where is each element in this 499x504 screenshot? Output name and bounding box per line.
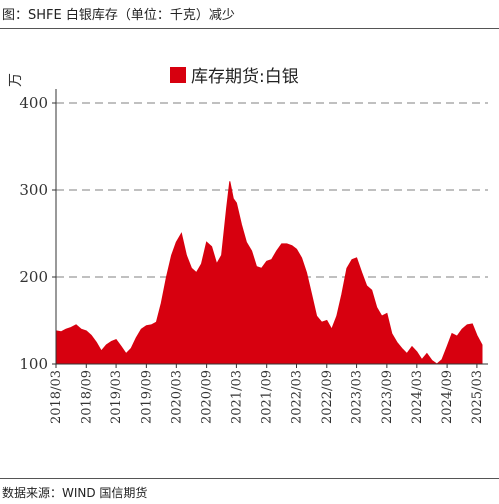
y-tick-label: 100 [19, 355, 48, 373]
x-tick-label: 2021/09 [260, 370, 275, 424]
top-rule [0, 28, 499, 29]
y-axis-unit: 万 [8, 73, 24, 87]
x-tick-label: 2022/03 [289, 370, 304, 424]
x-tick-label: 2020/03 [169, 370, 184, 424]
x-tick-label: 2019/09 [139, 370, 154, 424]
y-tick-label: 200 [19, 268, 48, 286]
x-tick-label: 2022/09 [320, 370, 335, 424]
bottom-rule [0, 478, 499, 479]
x-tick-label: 2019/03 [109, 370, 124, 424]
x-tick-label: 2023/09 [380, 370, 395, 424]
legend-swatch [170, 67, 186, 83]
x-tick-label: 2024/03 [410, 370, 425, 424]
figure-title: 图：SHFE 白银库存（单位：千克）减少 [2, 8, 235, 23]
legend-entry: 库存期货:白银 [191, 67, 299, 87]
x-tick-label: 2020/09 [200, 370, 215, 424]
gridlines [56, 102, 488, 278]
x-tick-label: 2023/03 [350, 370, 365, 424]
y-tick-labels: 100 200 300 400 [19, 94, 56, 373]
x-tick-label: 2025/03 [470, 370, 485, 424]
x-tick-label: 2021/03 [229, 370, 244, 424]
y-tick-label: 400 [19, 94, 48, 112]
x-tick-label: 2018/09 [79, 370, 94, 424]
chart: 100 200 300 400 2018/03 2018/09 2019/03 2019/0… [8, 67, 488, 424]
series-area-silver-inventory [55, 181, 483, 365]
x-tick-label: 2024/09 [440, 370, 455, 424]
x-tick-labels: 2018/03 2018/09 2019/03 2019/09 2020/03 2020/… [49, 364, 485, 424]
x-tick-label: 2018/03 [49, 370, 64, 424]
source-note: 数据来源：WIND 国信期货 [2, 486, 148, 500]
y-tick-label: 300 [19, 181, 48, 199]
